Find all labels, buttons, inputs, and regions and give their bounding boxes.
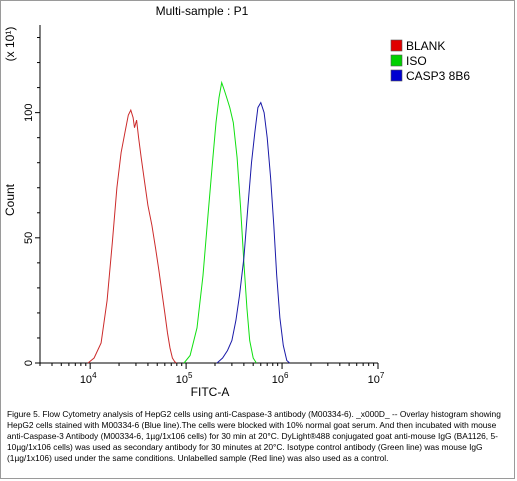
x-tick-label: 107 <box>368 371 385 386</box>
legend-swatch <box>390 69 403 82</box>
chart-title: Multi-sample : P1 <box>156 4 249 18</box>
legend-label: CASP3 8B6 <box>406 69 470 83</box>
y-axis-title: Count <box>3 183 17 216</box>
x-tick-label: 105 <box>176 371 193 386</box>
y-tick-label: 0 <box>23 360 35 366</box>
series-line-iso <box>183 80 257 364</box>
legend-swatch <box>390 39 403 52</box>
histogram-curves <box>87 80 291 364</box>
legend-label: BLANK <box>406 39 445 53</box>
series-line-blank <box>87 108 177 364</box>
x-tick-label: 104 <box>80 371 97 386</box>
series-line-casp3-8b6 <box>216 101 291 364</box>
legend-swatch <box>390 54 403 67</box>
y-tick-label: 50 <box>23 232 35 244</box>
flow-cytometry-histogram: Multi-sample : P1 0 50 100 104 105 106 107 Cou… <box>3 4 470 399</box>
plot-axes <box>39 25 378 364</box>
figure-caption: Figure 5. Flow Cytometry analysis of Hep… <box>7 409 501 463</box>
x-axis-title: FITC-A <box>191 385 230 399</box>
y-axis-multiplier: (x 10¹) <box>3 27 17 62</box>
axis-ticks: 0 50 100 104 105 106 107 <box>23 37 385 386</box>
y-tick-label: 100 <box>23 103 35 121</box>
x-tick-label: 106 <box>272 371 289 386</box>
legend-label: ISO <box>406 54 427 68</box>
